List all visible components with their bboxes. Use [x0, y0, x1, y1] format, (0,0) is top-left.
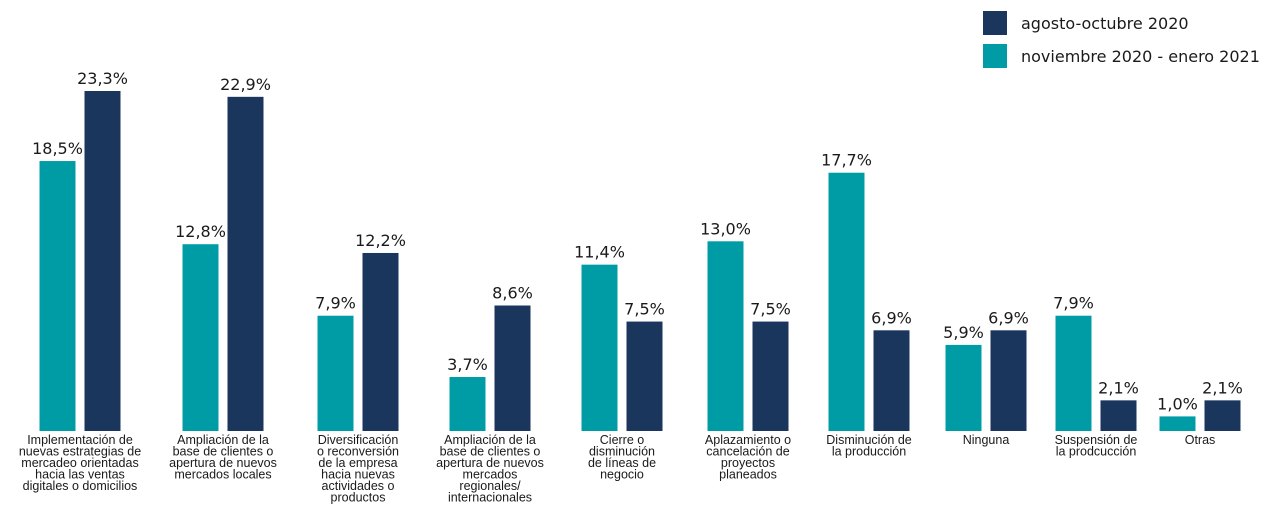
category-label-line: la producción: [832, 445, 906, 459]
category-label-line: mercadeo orientadas: [21, 456, 138, 470]
category-label-line: base de clientes o: [440, 445, 541, 459]
bars-group: [39, 91, 1241, 432]
category-label-line: regionales/: [459, 479, 521, 493]
bar-nov-ene-0: [39, 161, 76, 432]
category-label-line: hacia las ventas: [35, 468, 125, 482]
value-label: 2,1%: [1202, 378, 1243, 397]
category-label-line: Disminución de: [826, 433, 912, 447]
value-label: 8,6%: [492, 284, 533, 303]
value-label: 23,3%: [77, 69, 128, 88]
value-label: 22,9%: [220, 75, 271, 94]
bar-nov-ene-7: [945, 344, 982, 431]
bar-nov-ene-6: [828, 172, 865, 431]
category-label: Suspensión de la prodcucción: [1055, 433, 1138, 459]
category-label: Cierre o disminución de líneas de negocio: [588, 433, 656, 482]
value-label: 12,2%: [355, 231, 406, 250]
category-label-line: o reconversión: [317, 445, 399, 459]
legend-swatch-nov-ene: [983, 44, 1007, 68]
category-label-line: internacionales: [448, 491, 532, 505]
legend-swatch-ago-oct: [983, 11, 1007, 35]
category-label-line: digitales o domicilios: [23, 479, 138, 493]
category-label-line: planeados: [719, 468, 777, 482]
bar-nov-ene-5: [707, 241, 744, 431]
value-label: 1,0%: [1157, 394, 1198, 413]
category-label: Ampliación de la base de clientes o apertu…: [436, 433, 544, 505]
value-labels-group: 18,5% 23,3% 12,8% 22,9% 7,9% 12,2% 3,7% 8,6% 11,…: [32, 69, 1243, 413]
value-label: 18,5%: [32, 139, 83, 158]
legend-label-ago-oct: agosto-octubre 2020: [1021, 14, 1189, 33]
category-label-line: productos: [331, 491, 386, 505]
category-label-line: de la empresa: [318, 456, 397, 470]
bar-nov-ene-9: [1159, 416, 1196, 431]
value-label: 7,5%: [624, 300, 665, 319]
category-label-line: negocio: [600, 468, 644, 482]
bar-ago-oct-5: [752, 321, 789, 431]
bar-ago-oct-7: [990, 330, 1027, 431]
category-label-line: actividades o: [322, 479, 395, 493]
category-labels-group: Implementación de nuevas estrategias de me…: [19, 433, 1215, 505]
category-label-line: la prodcucción: [1056, 445, 1137, 459]
value-label: 7,9%: [315, 294, 356, 313]
category-label-line: Ampliación de la: [177, 433, 269, 447]
bar-nov-ene-8: [1055, 315, 1092, 431]
category-label-line: apertura de nuevos: [436, 456, 544, 470]
category-label-line: mercados: [463, 468, 518, 482]
category-label: Otras: [1185, 433, 1216, 447]
category-label-line: Ampliación de la: [444, 433, 536, 447]
legend: agosto-octubre 2020 noviembre 2020 - ener…: [983, 11, 1260, 68]
value-label: 7,9%: [1053, 294, 1094, 313]
category-label-line: cancelación de: [706, 445, 789, 459]
category-label: Implementación de nuevas estrategias de me…: [19, 433, 141, 493]
value-label: 11,4%: [574, 243, 625, 262]
category-label-line: Aplazamiento o: [705, 433, 791, 447]
category-label-line: nuevas estrategias de: [19, 445, 141, 459]
bar-nov-ene-4: [581, 264, 618, 431]
bar-nov-ene-1: [182, 244, 219, 431]
category-label: Diversificación o reconversión de la empre…: [317, 433, 399, 505]
bar-ago-oct-2: [362, 252, 399, 431]
bar-nov-ene-3: [449, 377, 486, 431]
bar-ago-oct-1: [227, 96, 264, 431]
category-label-line: Otras: [1185, 433, 1216, 447]
value-label: 7,5%: [750, 300, 791, 319]
category-label: Ampliación de la base de clientes o apertu…: [169, 433, 277, 482]
bar-ago-oct-4: [626, 321, 663, 431]
category-label-line: Diversificación: [318, 433, 399, 447]
category-label: Ninguna: [963, 433, 1010, 447]
category-label-line: de líneas de: [588, 456, 656, 470]
value-label: 3,7%: [447, 355, 488, 374]
category-label-line: disminución: [589, 445, 655, 459]
bar-ago-oct-3: [494, 305, 531, 431]
category-label-line: Suspensión de: [1055, 433, 1138, 447]
legend-label-nov-ene: noviembre 2020 - enero 2021: [1021, 47, 1260, 66]
category-label: Disminución de la producción: [826, 433, 912, 459]
category-label-line: base de clientes o: [173, 445, 274, 459]
category-label-line: mercados locales: [174, 468, 271, 482]
category-label-line: Implementación de: [27, 433, 133, 447]
bar-nov-ene-2: [317, 315, 354, 431]
value-label: 2,1%: [1098, 378, 1139, 397]
value-label: 17,7%: [821, 151, 872, 170]
category-label-line: Cierre o: [600, 433, 645, 447]
value-label: 6,9%: [871, 308, 912, 327]
value-label: 6,9%: [988, 308, 1029, 327]
value-label: 5,9%: [943, 323, 984, 342]
bar-ago-oct-9: [1204, 400, 1241, 431]
category-label-line: apertura de nuevos: [169, 456, 277, 470]
value-label: 12,8%: [175, 222, 226, 241]
bar-ago-oct-8: [1100, 400, 1137, 431]
category-label-line: hacia nuevas: [321, 468, 395, 482]
category-label-line: Ninguna: [963, 433, 1010, 447]
bar-ago-oct-6: [873, 330, 910, 431]
category-label: Aplazamiento o cancelación de proyectos pla…: [705, 433, 791, 482]
category-label-line: proyectos: [721, 456, 775, 470]
value-label: 13,0%: [700, 219, 751, 238]
bar-ago-oct-0: [84, 91, 121, 431]
